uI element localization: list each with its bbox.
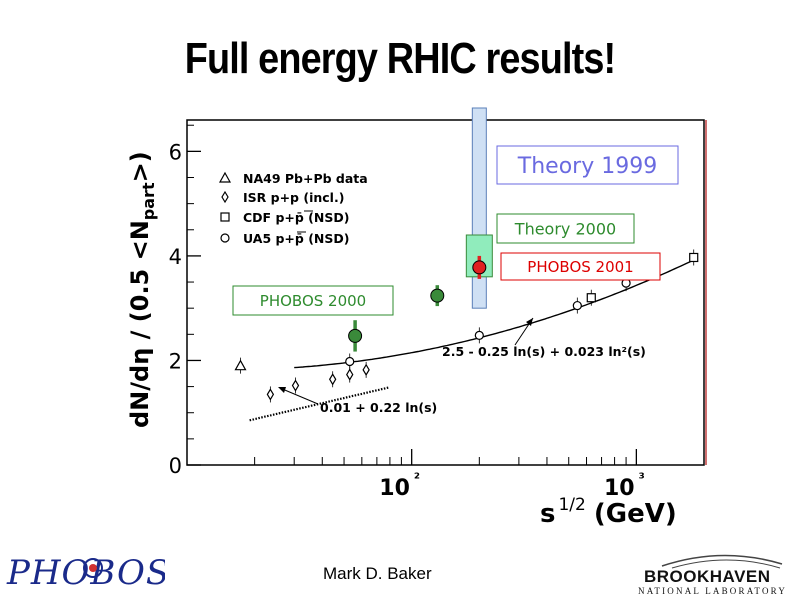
author-name: Mark D. Baker [323,564,432,583]
arrow-head [278,387,286,393]
data-point [572,300,582,311]
y-tick-label: 6 [169,140,182,164]
x-axis-label: s 1/2 (GeV) [540,495,677,529]
y-tick-label: 2 [169,349,182,373]
legend-label: UA5 p+p̄ (NSD) [243,231,349,246]
legend-marker [220,233,230,243]
data-point [474,330,484,340]
fit-label-linear: 0.01 + 0.22 ln(s) [320,400,437,415]
legend-label: CDF p+p̄ (NSD) [243,210,349,225]
svg-text:NATIONAL LABORATORY: NATIONAL LABORATORY [638,586,787,596]
legend-marker [221,190,229,204]
fit-label-quadratic: 2.5 - 0.25 ln(s) + 0.023 ln²(s) [442,344,646,359]
theory-1999-annotation: Theory 1999 [517,154,657,179]
y-tick-label: 4 [169,245,182,269]
data-point [430,288,445,303]
data-point [291,379,300,392]
fit-arrow [279,387,319,405]
phobos-2001-annotation-box [500,252,661,281]
data-point [328,373,337,386]
theory-1999-annotation-box [496,145,679,185]
phobos-logo: PHOBOS [6,553,165,593]
legend-label: NA49 Pb+Pb data [243,171,368,186]
legend-marker [218,171,232,183]
x-tick-label: 10 ³ [604,471,645,501]
phobos-2000-annotation-box [232,285,394,316]
theory-2000-annotation-box [496,213,635,244]
plot-frame [186,119,705,466]
data-point [234,359,247,371]
slide-title: Full energy RHIC results! [184,34,616,83]
data-point [586,293,596,303]
data-point [346,368,354,381]
svg-text:BROOKHAVEN: BROOKHAVEN [644,567,771,586]
data-point [348,328,363,343]
data-point [345,356,355,367]
y-axis-label: dN/dη / (0.5 <Npart>) [126,151,158,428]
data-point [266,388,275,401]
theory-2000-annotation: Theory 2000 [514,219,616,238]
x-tick-label: 10 ² [379,471,420,501]
phobos-2001-annotation: PHOBOS 2001 [527,258,633,276]
legend-marker [220,212,230,222]
y-tick-label: 0 [169,454,182,478]
data-point [472,260,487,275]
legend-label: ISR p+p (incl.) [243,190,344,205]
phobos-2000-annotation: PHOBOS 2000 [260,292,366,310]
brookhaven-logo: BROOKHAVEN NATIONAL LABORATORY [638,554,787,596]
arrow-head [526,318,533,326]
data-point [362,363,370,377]
data-point [689,252,699,263]
